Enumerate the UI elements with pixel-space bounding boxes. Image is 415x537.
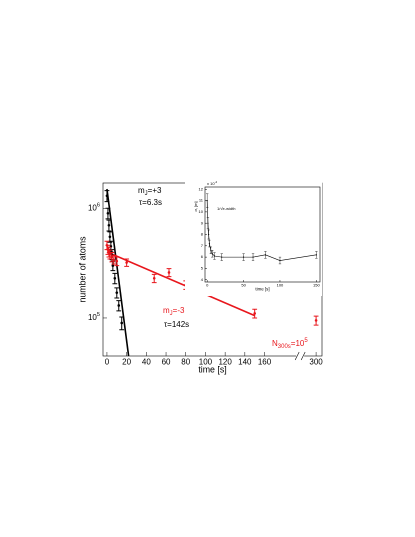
y-tick-label: 9 [201, 220, 204, 225]
y-tick-label: 4 [201, 277, 204, 282]
y-tick-label: 11 [199, 198, 204, 203]
x-tick-label: 60 [162, 358, 171, 367]
data-point [221, 256, 223, 258]
x-tick-label: 0 [105, 358, 110, 367]
data-point [125, 261, 128, 264]
data-point [110, 255, 114, 259]
chart: 0 50 100 150 4 5 6 7 8 9 10 11 12 time [s] σr [m] x 10-… [193, 180, 320, 292]
x-tick-label: 0 [206, 282, 209, 287]
data-point [252, 256, 254, 258]
y-tick-label: 106 [88, 203, 100, 213]
y-tick-label: 10 [199, 209, 204, 214]
data-point [208, 242, 210, 245]
data-point [264, 254, 267, 256]
data-point [112, 258, 116, 261]
y-tick-label: 5 [201, 265, 204, 270]
annotation: τ=142s [164, 320, 189, 329]
data-point [207, 222, 209, 224]
y-axis-label: number of atoms [77, 236, 87, 303]
axis-break [294, 351, 306, 361]
x-tick-label: 140 [238, 358, 252, 367]
inset-background [185, 179, 322, 296]
data-point [315, 254, 317, 256]
data-point [115, 259, 119, 263]
annotation: mJ=+3 [138, 186, 162, 196]
data-point [242, 256, 245, 258]
data-point [108, 253, 112, 256]
data-point [167, 271, 171, 274]
data-point [279, 259, 281, 262]
x-tick-label: 300 [309, 358, 323, 367]
data-point [117, 304, 121, 307]
x-tick-label: 100 [277, 282, 284, 287]
data-point [108, 235, 112, 239]
data-point [253, 312, 256, 315]
data-point [105, 194, 109, 198]
data-point [152, 276, 156, 280]
data-point [211, 253, 213, 255]
data-point [111, 264, 115, 267]
x-tick-label: 120 [218, 358, 232, 367]
x-tick-label: 40 [142, 358, 151, 367]
x-tick-label: 100 [199, 358, 213, 367]
y-tick-label: 12 [199, 186, 204, 191]
x-tick-label: 20 [122, 358, 131, 367]
y-tick-label: 6 [201, 254, 204, 259]
y-multiplier: x 10-4 [207, 180, 217, 186]
data-point [213, 255, 216, 257]
plot-text: 1/√e-width [217, 206, 235, 211]
fit-line [106, 251, 256, 317]
data-point [106, 211, 110, 215]
x-axis-label: time [s] [198, 365, 226, 375]
y-tick-label: 7 [201, 243, 204, 248]
x-axis-label: time [s] [255, 286, 269, 291]
data-point [210, 249, 212, 251]
y-tick-label: 105 [88, 312, 100, 322]
x-tick-label: 80 [181, 358, 190, 367]
data-point [115, 291, 119, 294]
data-point [208, 233, 210, 236]
annotation: τ=6.3s [139, 198, 162, 207]
fit-line [106, 188, 130, 357]
data-point [107, 223, 111, 227]
data-point [314, 319, 318, 322]
axis-break-gap [296, 353, 305, 359]
annotations: mJ=+3 τ=6.3s mJ=-3 τ=142s N300s=105 [138, 186, 308, 349]
x-tick-label: 50 [241, 282, 246, 287]
x-tick-label: 160 [258, 358, 272, 367]
annotation: N300s=105 [272, 338, 308, 350]
y-axis-label: σr [m] [193, 201, 199, 211]
data-point [206, 199, 208, 202]
data-point [120, 321, 124, 325]
annotation: mJ=-3 [163, 306, 185, 316]
data-point [113, 276, 117, 280]
y-tick-label: 8 [201, 232, 204, 237]
x-tick-label: 150 [313, 282, 320, 287]
